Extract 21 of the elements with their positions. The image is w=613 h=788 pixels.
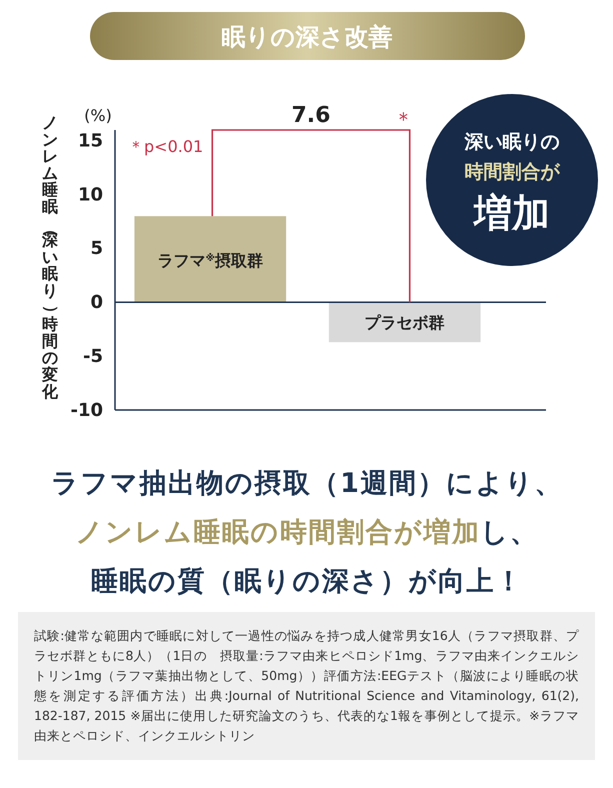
annotation: 増加 bbox=[472, 191, 550, 235]
annotation: ＊p<0.01 bbox=[128, 137, 204, 156]
text: (%) bbox=[84, 106, 112, 125]
annotation: 時間割合が bbox=[464, 161, 560, 183]
text: 試験:健常な範囲内で睡眠に対して一過性の悩みを持つ成人健常男女16人（ラフマ摂取群、プラセボ群ともに8人）（1日の 摂取量:ラフマ由来ヒペロシド1mg、ラフマ由来インクエルシトリン1mg（ラフマ葉抽出物として、50mg））評価方法:EEGテスト（脳波により睡眠の状態を測定する評価方法）出典:Journal of Nutritional Science and Vitaminology, 61(2), 182-187, 2015 ※届出に使用した研究論文のうち、代表的な1報を事例として提示。※ラフマ由来とペロシド、インクエルシトリン bbox=[18, 612, 595, 760]
y-tick-label: 5 bbox=[90, 238, 103, 260]
text: 睡眠の質（眠りの深さ）が向上！ bbox=[90, 566, 524, 597]
y-tick-label: 15 bbox=[78, 130, 103, 152]
chart-title: 眠りの深さ改善 bbox=[222, 23, 392, 51]
text: ノンレム睡眠の時間割合が増加 bbox=[76, 517, 480, 548]
text: し、 bbox=[480, 517, 538, 548]
y-tick-label: 10 bbox=[78, 184, 103, 206]
annotation: 深い眠りの bbox=[464, 131, 560, 153]
text: 7.6 bbox=[292, 103, 330, 128]
y-tick-label: 0 bbox=[90, 292, 103, 314]
text: ラフマ抽出物の摂取（1週間）により、 bbox=[51, 468, 563, 499]
annotation: ＊ bbox=[394, 107, 414, 131]
y-tick-label: -5 bbox=[83, 346, 103, 367]
x-tick-label: ラフマ$^{※}$摂取群 bbox=[158, 251, 263, 270]
x-tick-label: プラセボ群 bbox=[364, 313, 445, 332]
y-tick-label: -10 bbox=[70, 400, 103, 421]
